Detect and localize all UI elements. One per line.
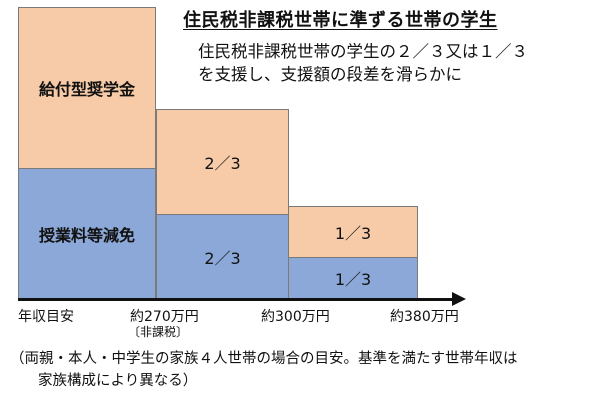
scholarship-two-thirds-label: 2／3 [204, 154, 241, 173]
description: 住民税非課税世帯の学生の２／３又は１／３ を支援し、支援額の段差を滑らかに [198, 40, 593, 86]
description-line-2: を支援し、支援額の段差を滑らかに [198, 65, 462, 84]
tuition-label: 授業料等減免 [38, 225, 135, 245]
tuition-two-thirds-label: 2／3 [204, 248, 241, 268]
footnote-line-2: 家族構成により異なる） [38, 373, 198, 389]
scholarship-label: 給付型奨学金 [38, 80, 135, 99]
axis-tick-270-sub: 〔非課税〕 [128, 325, 189, 339]
income-axis-line [18, 298, 454, 301]
page-title: 住民税非課税世帯に準ずる世帯の学生 [183, 10, 498, 31]
scholarship-one-third-label: 1／3 [334, 224, 372, 243]
description-line-1: 住民税非課税世帯の学生の２／３又は１／３ [198, 42, 528, 61]
footnote: （両親・本人・中学生の家族４人世帯の場合の目安。基準を満たす世帯年収は 家族構成… [10, 348, 595, 392]
axis-origin-label: 年収目安 [18, 309, 74, 325]
scholarship-block-one-third: 1／3 [288, 206, 418, 258]
tuition-one-third-label: 1／3 [334, 270, 372, 289]
axis-tick-380: 約380万円 [390, 309, 459, 325]
axis-tick-270: 約270万円 [130, 309, 199, 325]
axis-arrow-icon [452, 292, 466, 306]
scholarship-block-full: 給付型奨学金 [18, 7, 156, 169]
tuition-block-two-thirds: 2／3 [156, 214, 289, 299]
scholarship-block-two-thirds: 2／3 [156, 109, 289, 215]
tuition-block-full: 授業料等減免 [18, 168, 156, 299]
footnote-line-1: （両親・本人・中学生の家族４人世帯の場合の目安。基準を満たす世帯年収は [10, 351, 518, 367]
tuition-block-one-third: 1／3 [288, 257, 418, 299]
axis-tick-300: 約300万円 [261, 309, 330, 325]
